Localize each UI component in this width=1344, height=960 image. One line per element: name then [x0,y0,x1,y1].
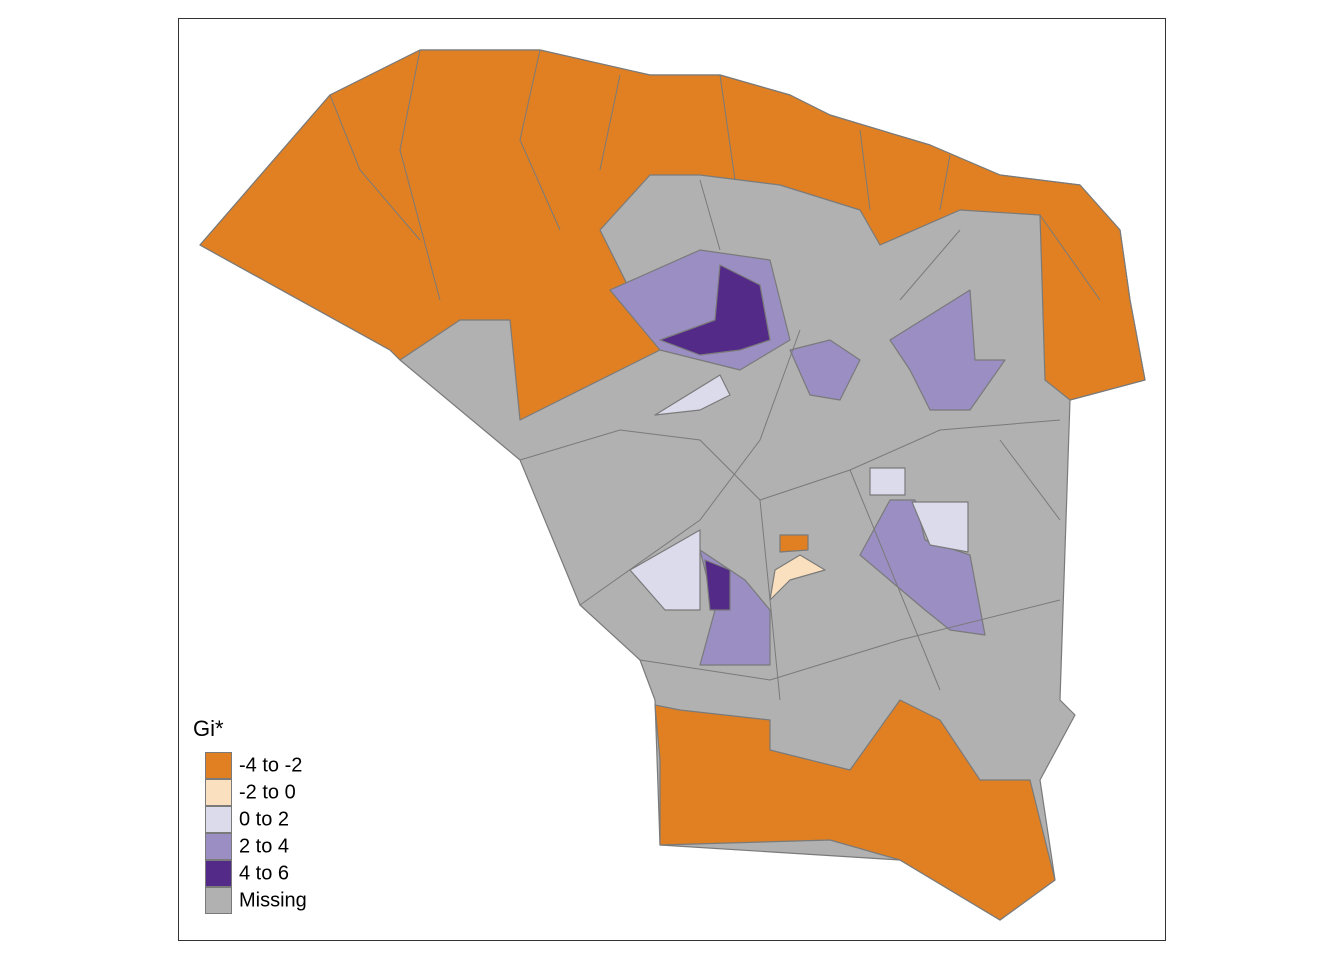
legend-label: Missing [239,889,307,911]
region [911,501,969,553]
region [704,559,731,611]
legend-label: 2 to 4 [239,835,289,857]
legend-title: Gi* [193,716,224,741]
legend-swatch [205,779,232,806]
region [629,529,701,611]
region [779,534,809,553]
boundaries [329,49,1101,701]
legend: Gi* -4 to -2 -2 to 0 0 to 2 2 to 4 4 to 6 Mis… [193,716,307,914]
regions [199,49,1146,921]
legend-label: 0 to 2 [239,808,289,830]
legend-swatch [205,887,232,914]
legend-swatch [205,833,232,860]
region [659,264,771,356]
legend-label: -2 to 0 [239,781,296,803]
legend-label: 4 to 6 [239,862,289,884]
region [869,467,906,496]
region [889,289,1006,411]
region [769,554,826,601]
legend-label: -4 to -2 [239,754,302,776]
region [654,699,1056,921]
legend-swatch [205,806,232,833]
legend-swatch [205,860,232,887]
legend-swatch [205,752,232,779]
region [789,339,861,401]
region [859,499,986,636]
region [654,374,731,416]
